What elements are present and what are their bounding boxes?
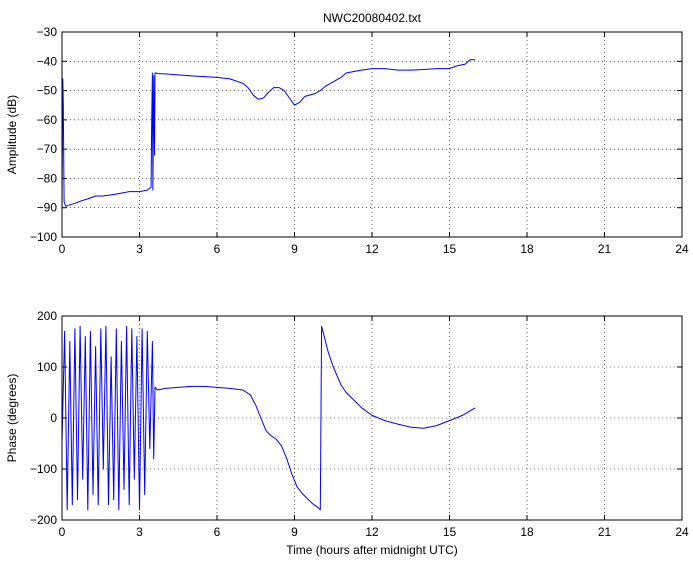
plot-frame (61, 315, 683, 521)
y-tick-label: −70 (37, 142, 58, 156)
y-tick-label: −60 (37, 113, 58, 127)
amplitude-panel: NWC20080402.txt Amplitude (dB) 0 3 6 9 12 15 1… (5, 11, 689, 256)
x-tick-label: 0 (59, 242, 66, 256)
grid-lines (62, 316, 682, 520)
y-tick-label: −40 (37, 54, 58, 68)
x-tick-label: 12 (365, 242, 379, 256)
phase-panel: Phase (degrees) Time (hours after midnig… (5, 309, 689, 557)
y-tick-label: −80 (37, 171, 58, 185)
x-axis-label: Time (hours after midnight UTC) (286, 543, 458, 557)
y-tick-label: 0 (50, 411, 57, 425)
y-tick-label: −30 (37, 25, 58, 39)
y-tick-label: −100 (30, 230, 57, 244)
chart-title: NWC20080402.txt (323, 11, 422, 25)
y-tick-label: −100 (30, 462, 57, 476)
x-tick-label: 12 (365, 525, 379, 539)
x-tick-label: 15 (443, 525, 457, 539)
x-tick-label: 6 (214, 525, 221, 539)
x-tick-label: 3 (136, 525, 143, 539)
x-tick-label: 24 (675, 242, 689, 256)
x-tick-label: 9 (291, 525, 298, 539)
y-tick-label: −200 (30, 513, 57, 527)
tick-marks (61, 31, 683, 238)
y-tick-label: 100 (37, 360, 57, 374)
x-tick-label: 3 (136, 242, 143, 256)
x-tick-label: 21 (598, 242, 612, 256)
grid-lines (62, 32, 682, 237)
x-tick-label: 9 (291, 242, 298, 256)
y-tick-label: −50 (37, 84, 58, 98)
amplitude-series-line (61, 59, 476, 208)
y-tick-labels: −200 −100 0 100 200 (30, 309, 57, 527)
x-tick-labels: 0 3 6 9 12 15 18 21 24 (59, 242, 689, 256)
x-tick-labels: 0 3 6 9 12 15 18 21 24 (59, 525, 689, 539)
y-axis-label: Phase (degrees) (5, 374, 19, 463)
x-tick-label: 18 (520, 525, 534, 539)
x-tick-label: 15 (443, 242, 457, 256)
y-tick-labels: −100 −90 −80 −70 −60 −50 −40 −30 (30, 25, 57, 244)
y-tick-label: 200 (37, 309, 57, 323)
x-tick-label: 6 (214, 242, 221, 256)
plot-frame (61, 31, 683, 238)
y-tick-label: −90 (37, 201, 58, 215)
y-axis-label: Amplitude (dB) (5, 95, 19, 174)
x-tick-label: 21 (598, 525, 612, 539)
x-tick-label: 24 (675, 525, 689, 539)
x-tick-label: 0 (59, 525, 66, 539)
phase-series-line (61, 325, 476, 511)
x-tick-label: 18 (520, 242, 534, 256)
